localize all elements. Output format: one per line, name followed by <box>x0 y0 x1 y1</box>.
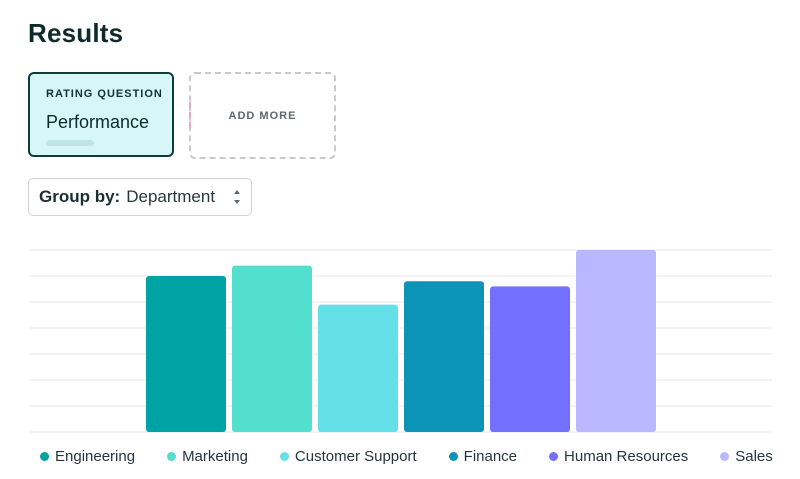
bar-customer-support[interactable] <box>318 304 398 432</box>
group-by-value: Department <box>126 187 216 206</box>
question-underline-decoration <box>46 140 94 146</box>
chart-legend: Engineering Marketing Customer Support Fina… <box>30 448 795 465</box>
question-card-performance[interactable]: RATING QUESTION Performance <box>28 72 174 157</box>
legend-label: Sales <box>735 448 773 465</box>
bar-engineering[interactable] <box>146 276 226 432</box>
legend-dot-icon <box>549 452 559 461</box>
add-more-label: ADD MORE <box>228 109 297 122</box>
legend-item[interactable]: Human Resources <box>539 448 688 465</box>
legend-label: Engineering <box>55 448 136 465</box>
legend-label: Marketing <box>182 448 248 465</box>
legend-label: Customer Support <box>294 448 417 465</box>
legend-item[interactable]: Finance <box>439 448 517 465</box>
legend-dot-icon <box>167 452 177 461</box>
legend-item[interactable]: Engineering <box>30 448 135 465</box>
legend-dot-icon <box>279 452 289 461</box>
bar-sales[interactable] <box>576 250 656 432</box>
select-arrows-icon <box>233 190 241 204</box>
bar-human-resources[interactable] <box>490 286 570 432</box>
add-more-button[interactable]: ADD MORE <box>189 72 336 159</box>
question-type-label: RATING QUESTION <box>46 88 163 100</box>
group-by-label: Group by: <box>39 187 121 206</box>
legend-dot-icon <box>448 452 458 461</box>
bar-finance[interactable] <box>404 281 484 432</box>
bar-marketing[interactable] <box>232 265 312 432</box>
page-title: Results <box>28 18 124 48</box>
legend-item[interactable]: Marketing <box>157 448 248 465</box>
legend-label: Human Resources <box>564 448 689 465</box>
legend-dot-icon <box>40 452 49 461</box>
legend-label: Finance <box>463 448 518 465</box>
legend-dot-icon <box>720 452 730 461</box>
question-title: Performance <box>46 112 150 132</box>
legend-item[interactable]: Customer Support <box>270 448 417 465</box>
group-by-select[interactable]: Group by: Department <box>28 178 252 216</box>
legend-item[interactable]: Sales <box>710 448 773 465</box>
